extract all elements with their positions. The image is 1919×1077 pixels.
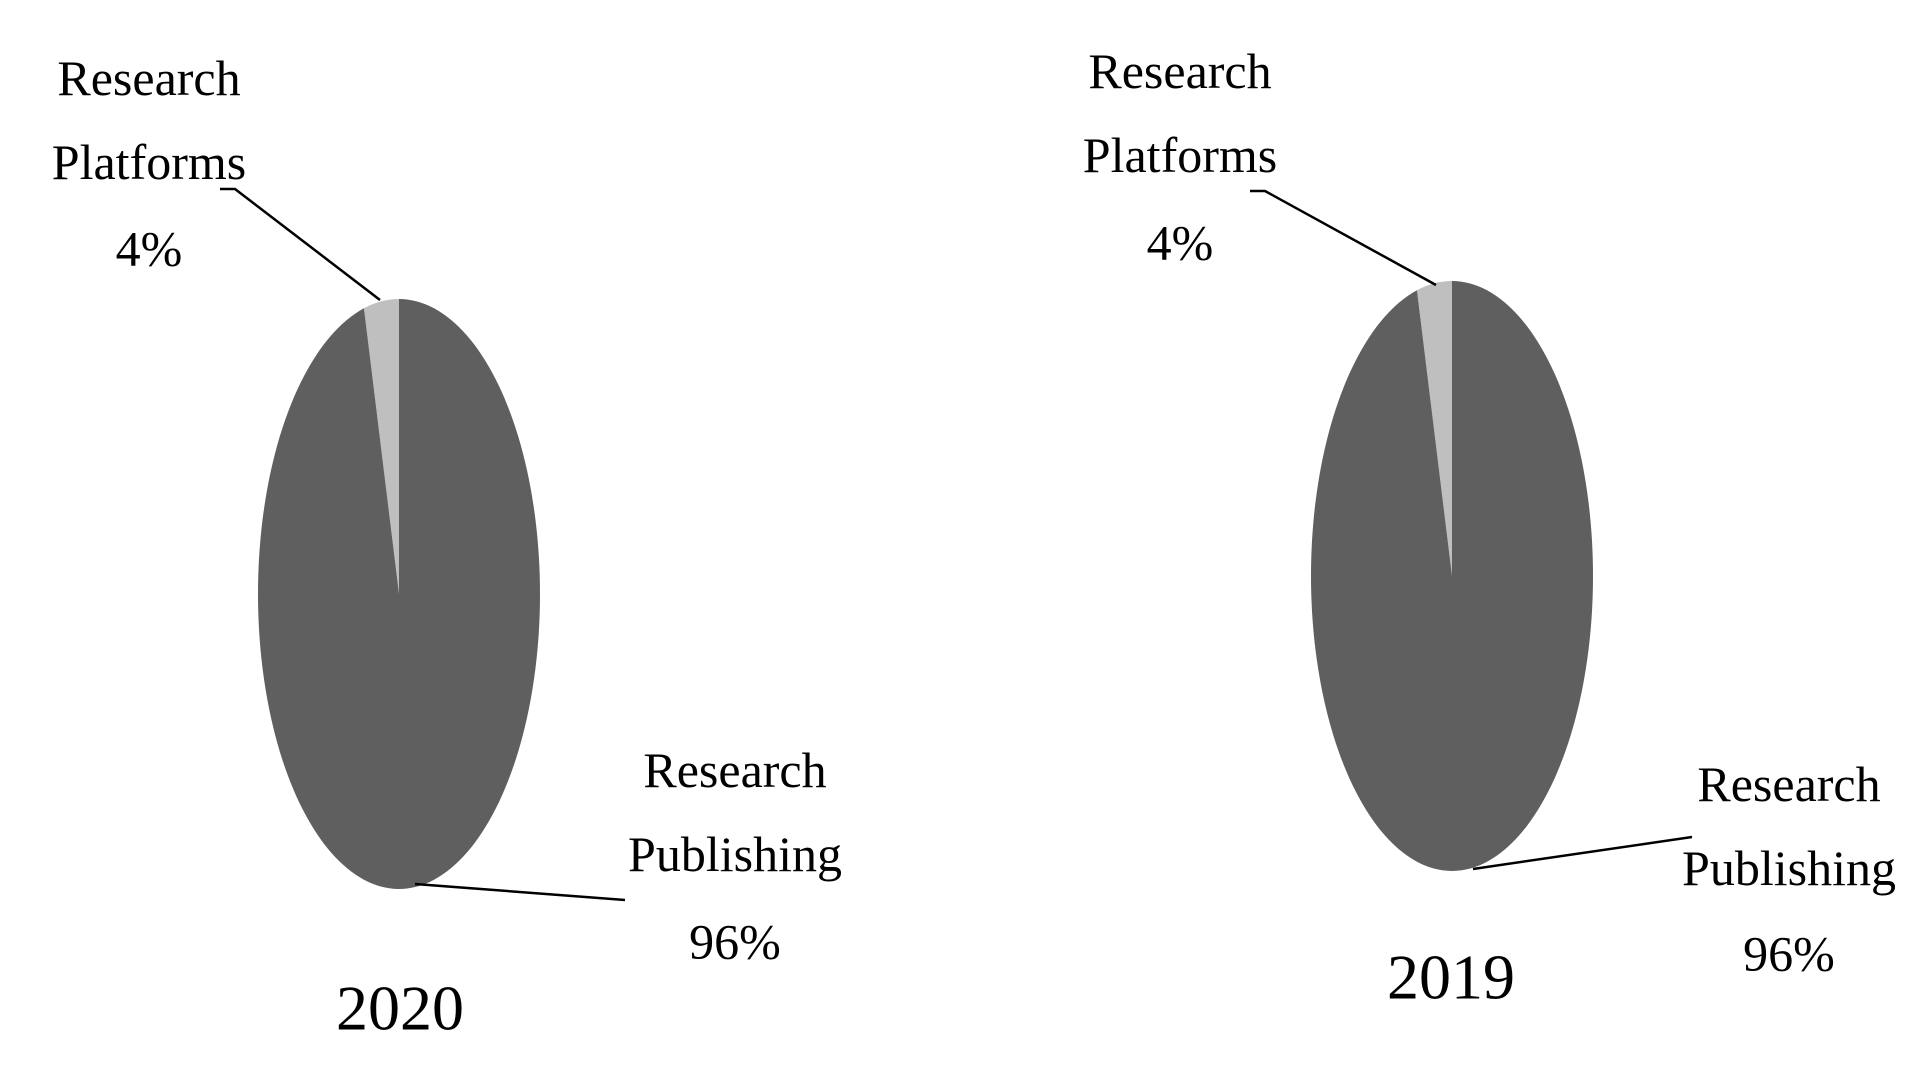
leader-line	[220, 187, 381, 301]
pie-slice	[1311, 280, 1593, 871]
pie-slice	[363, 299, 399, 594]
slice-value-label: 96%	[689, 913, 781, 969]
slice-label: Research Platforms	[52, 50, 246, 190]
chart-title: 2019	[1387, 942, 1515, 1013]
leader-line	[414, 882, 626, 902]
leader-line	[1472, 835, 1693, 871]
slice-value-label: 96%	[1743, 925, 1835, 981]
slice-label: Research Publishing	[628, 742, 842, 882]
chart-title: 2020	[336, 973, 464, 1044]
slice-label: Research Platforms	[1083, 43, 1277, 183]
leader-line	[1250, 189, 1437, 287]
slice-value-label: 4%	[1147, 214, 1214, 270]
pie-slice	[257, 299, 540, 890]
slice-label: Research Publishing	[1682, 756, 1896, 896]
slice-value-label: 4%	[116, 220, 183, 276]
pie-slice	[1416, 281, 1452, 576]
